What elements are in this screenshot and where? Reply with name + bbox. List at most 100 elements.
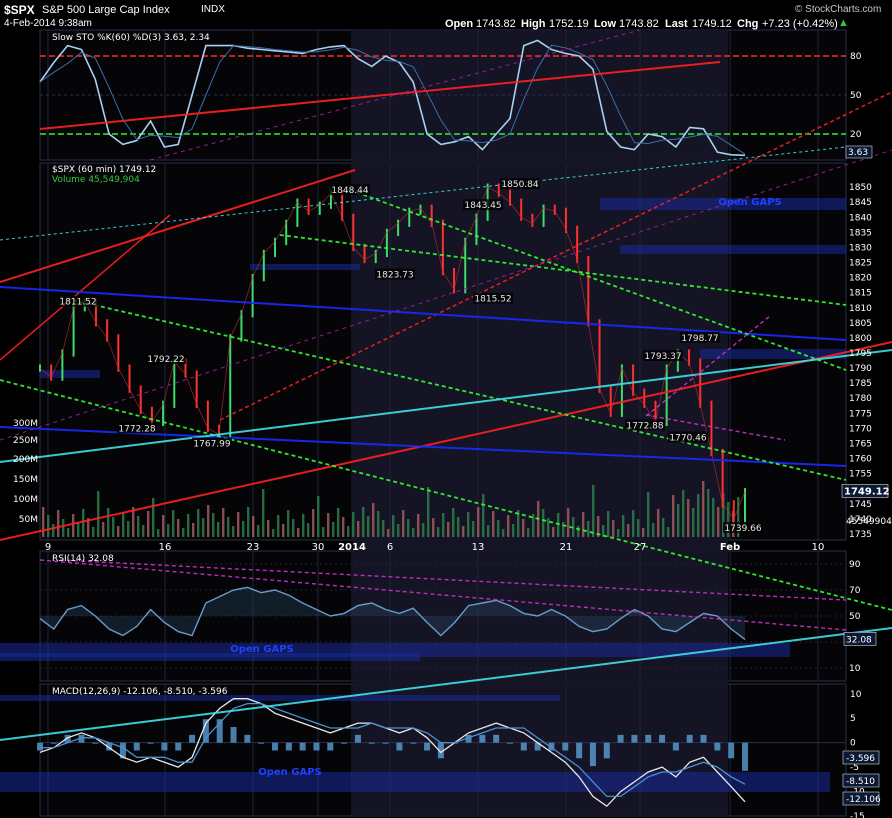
volume-bar-95 — [517, 510, 520, 537]
volume-tick-1: 250M — [13, 436, 38, 446]
volume-title: Volume 45,549,904 — [52, 175, 140, 185]
volume-bar-28 — [182, 528, 185, 537]
annotation-bg-4 — [473, 292, 513, 304]
annotation-bg-5 — [58, 295, 98, 307]
annotation-bg-0 — [330, 184, 370, 196]
macd-hist-31 — [465, 734, 472, 743]
open-value: 1743.82 — [476, 18, 516, 30]
volume-bar-73 — [407, 519, 410, 537]
trend-line-10 — [349, 189, 847, 371]
volume-bar-113 — [607, 511, 610, 537]
volume-bar-132 — [702, 481, 705, 537]
macd-hist-19 — [299, 742, 306, 751]
macd-hist-38 — [562, 742, 569, 751]
annotation-6: 1792.22 — [147, 355, 184, 365]
annotation-13: 1739.66 — [724, 524, 761, 534]
open-label: Open — [445, 18, 474, 30]
volume-bar-67 — [377, 511, 380, 537]
volume-bar-98 — [532, 514, 535, 537]
macd-last-label-0: -3.596 — [846, 754, 875, 764]
volume-bar-37 — [227, 517, 230, 537]
macd-hist-11 — [189, 734, 196, 743]
macd-hist-9 — [161, 742, 168, 751]
macd-hist-13 — [216, 719, 223, 743]
price-tick-13: 1785 — [849, 379, 872, 389]
volume-bar-9 — [87, 518, 90, 537]
volume-bars — [42, 481, 740, 537]
volume-bar-116 — [622, 515, 625, 537]
rsi-tick-2: 50 — [849, 612, 861, 622]
macd-hist-33 — [493, 734, 500, 743]
volume-bar-60 — [342, 517, 345, 537]
macd-hist-10 — [175, 742, 182, 751]
volume-bar-56 — [322, 527, 325, 537]
volume-bar-79 — [437, 527, 440, 537]
annotation-7: 1772.28 — [118, 424, 155, 434]
annotation-bg-7 — [117, 422, 157, 434]
macd-hist-36 — [534, 742, 541, 751]
volume-bar-48 — [282, 524, 285, 537]
trend-line-8 — [59, 296, 847, 481]
sto-d-line — [39, 44, 746, 155]
volume-bar-96 — [522, 519, 525, 537]
volume-bar-129 — [687, 499, 690, 537]
volume-bar-78 — [432, 518, 435, 537]
volume-bar-24 — [162, 515, 165, 537]
volume-bar-0 — [42, 507, 45, 537]
volume-bar-42 — [252, 516, 255, 537]
price-tick-22: 1740 — [849, 515, 872, 525]
annotation-bg-10 — [643, 350, 683, 362]
volume-bar-65 — [367, 516, 370, 537]
volume-bar-124 — [662, 518, 665, 537]
macd-hist-4 — [92, 742, 99, 744]
volume-bar-136 — [722, 493, 725, 537]
volume-bar-83 — [457, 517, 460, 537]
macd-hist-0 — [37, 742, 43, 751]
up-arrow-icon: ▲ — [838, 17, 849, 29]
macd-hist-27 — [410, 742, 417, 744]
x-tick-0: 9 — [45, 542, 51, 553]
price-tick-18: 1760 — [849, 455, 872, 465]
volume-tick-2: 200M — [13, 455, 38, 465]
sto-tick-2: 20 — [850, 130, 862, 140]
gap-band-7 — [0, 695, 560, 701]
axis-ticks: 9 16 23 30 2014 6 13 21 27 Feb 1080502018501845184… — [13, 52, 872, 818]
volume-bar-139 — [737, 497, 740, 537]
annotation-2: 1843.45 — [464, 201, 501, 211]
annotation-0: 1848.44 — [331, 186, 368, 196]
volume-bar-130 — [692, 508, 695, 537]
volume-bar-1 — [47, 515, 50, 537]
chart-header: $SPX S&P 500 Large Cap Index INDX 4-Feb-… — [0, 0, 892, 30]
macd-signal-line — [40, 702, 746, 798]
price-last-box — [841, 484, 889, 498]
macd-hist-26 — [396, 742, 403, 751]
annotation-4: 1815.52 — [474, 295, 511, 305]
gap-band-3 — [40, 370, 100, 378]
open-gaps-label-macd: Open GAPS — [258, 767, 322, 778]
last-label: Last — [665, 18, 688, 30]
volume-bar-125 — [667, 527, 670, 537]
macd-hist-23 — [354, 734, 361, 743]
high-value: 1752.19 — [549, 18, 589, 30]
volume-bar-2 — [52, 524, 55, 537]
macd-hist-18 — [285, 742, 292, 751]
volume-bar-80 — [442, 513, 445, 537]
volume-bar-14 — [112, 517, 115, 537]
volume-bar-58 — [332, 522, 335, 537]
x-tick-3: 30 — [312, 542, 325, 553]
rsi-last-label: 32.08 — [846, 635, 872, 645]
sto-last-label: 3.63 — [848, 148, 868, 158]
volume-bar-46 — [272, 529, 275, 537]
volume-bar-4 — [62, 519, 65, 537]
macd-last-label-2: -12.106 — [846, 795, 881, 805]
volume-bar-71 — [397, 524, 400, 537]
low-label: Low — [594, 18, 616, 30]
volume-bar-32 — [202, 518, 205, 537]
annotation-bg-13 — [723, 521, 763, 533]
chg-value: +7.23 (+0.42%) — [762, 18, 838, 30]
trend-line-17 — [59, 559, 847, 601]
volume-bar-120 — [642, 528, 645, 537]
volume-bar-6 — [72, 514, 75, 537]
volume-bar-59 — [337, 508, 340, 537]
macd-hist-45 — [659, 734, 666, 743]
